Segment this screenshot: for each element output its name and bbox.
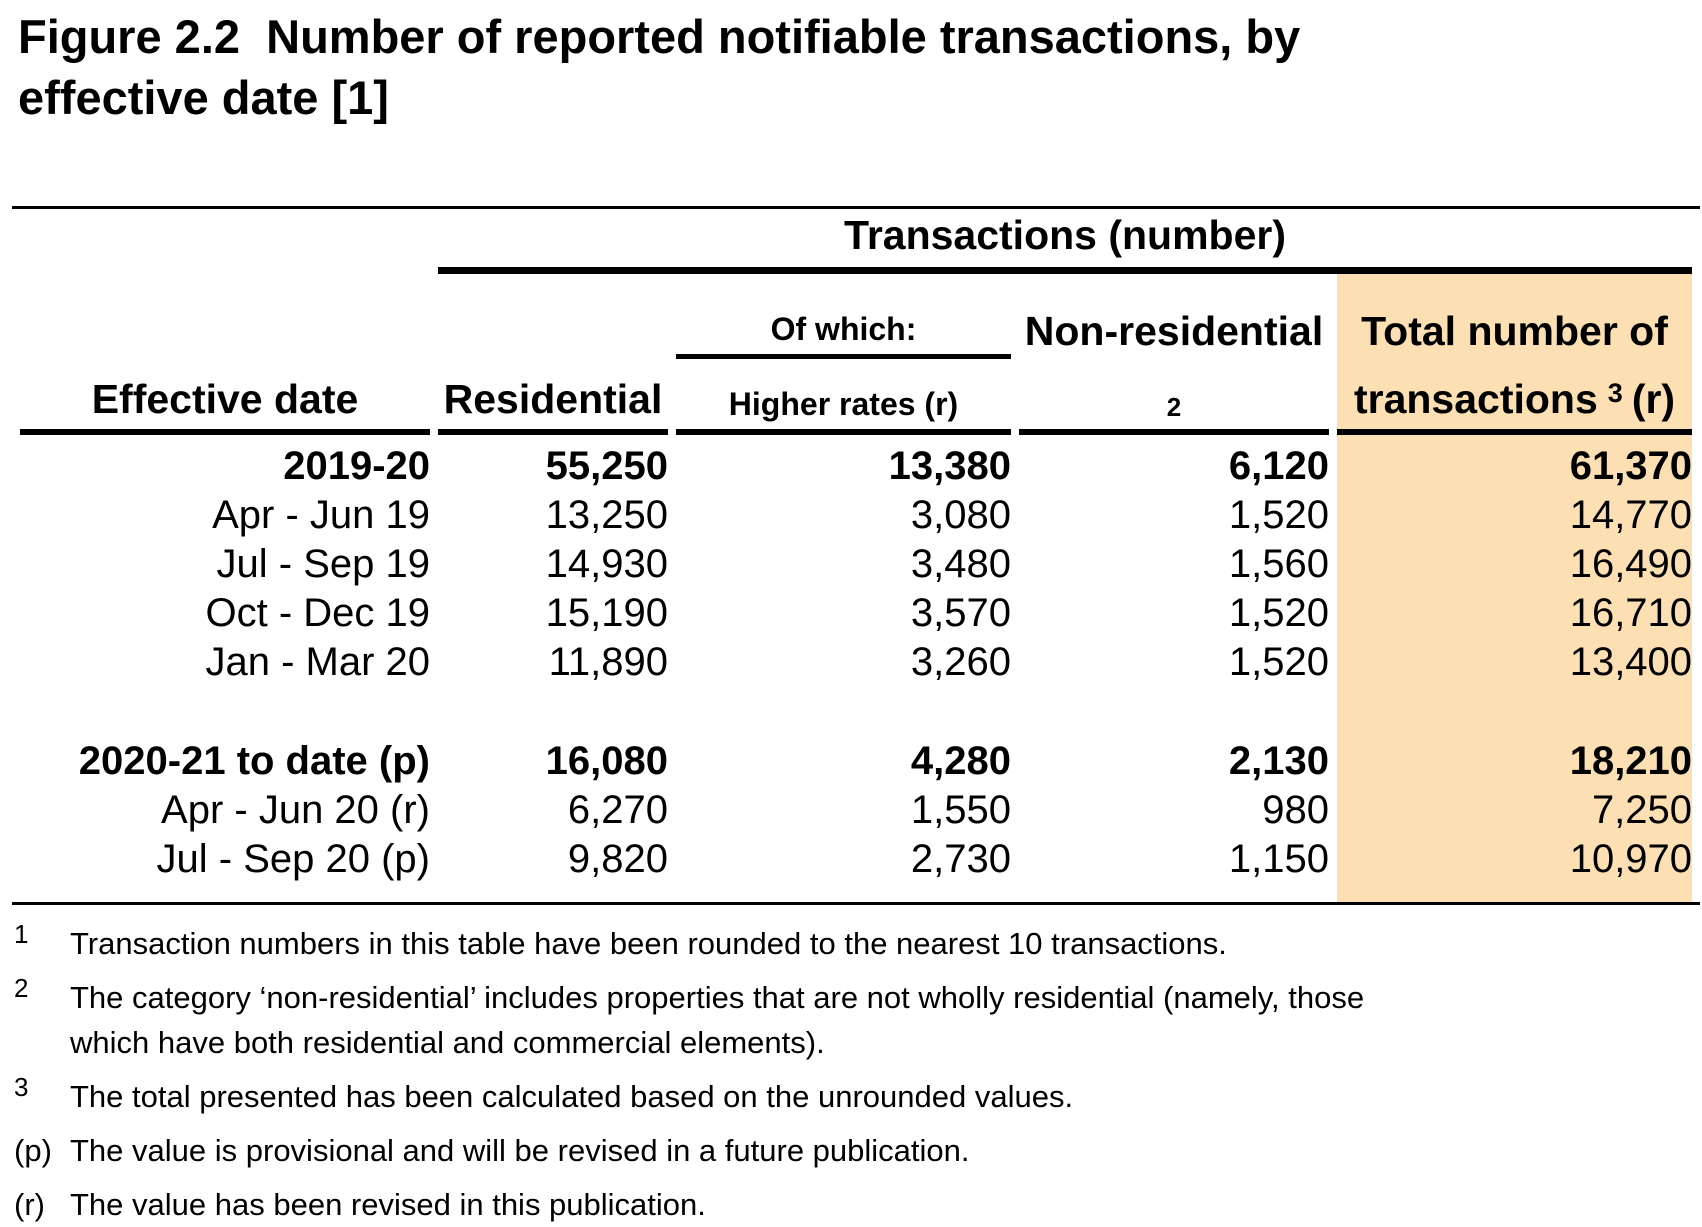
footnote-marker: 1	[14, 919, 29, 949]
footnote-1: 1 Transaction numbers in this table have…	[14, 919, 1484, 966]
table-row: 2019-20 55,250 13,380 6,120 61,370	[20, 435, 1693, 491]
cell-higher-rates: 13,380	[888, 444, 1011, 488]
footnotes: 1 Transaction numbers in this table have…	[14, 919, 1484, 1227]
cell-effective-date: 2020-21 to date (p)	[78, 739, 430, 783]
col-header-non-residential-footnote-2: 2	[1019, 359, 1329, 435]
cell-non-residential: 1,560	[1228, 542, 1329, 586]
cell-non-residential: 1,520	[1228, 493, 1329, 537]
footnote-text: The value has been revised in this publi…	[70, 1187, 706, 1222]
footnote-marker: 2	[14, 973, 29, 1003]
cell-effective-date: Jan - Mar 20	[205, 640, 430, 684]
lower-header-row: Effective date Residential Higher rates …	[20, 359, 1693, 435]
footnote-text: The value is provisional and will be rev…	[70, 1133, 970, 1168]
cell-effective-date: Jul - Sep 20 (p)	[156, 837, 430, 881]
total-header-footnote-3: 3	[1607, 378, 1623, 408]
footnote-r: (r) The value has been revised in this p…	[14, 1182, 1484, 1227]
upper-header-empty-1	[20, 274, 430, 359]
cell-non-residential: 2,130	[1228, 739, 1329, 783]
footnote-2: 2 The category ‘non-residential’ include…	[14, 973, 1484, 1065]
cell-higher-rates: 4,280	[910, 739, 1011, 783]
col-header-residential: Residential	[438, 359, 668, 435]
cell-total: 10,970	[1337, 835, 1693, 902]
footnote-marker: (r)	[14, 1187, 45, 1222]
table-row: Jan - Mar 20 11,890 3,260 1,520 13,400	[20, 638, 1693, 687]
cell-effective-date: Oct - Dec 19	[205, 591, 430, 635]
col-header-non-residential: Non-residential	[1024, 308, 1324, 354]
col-header-of-which: Of which:	[676, 274, 1011, 359]
col-header-higher-rates: Higher rates (r)	[676, 359, 1011, 435]
cell-higher-rates: 3,480	[910, 542, 1011, 586]
footnote-3: 3 The total presented has been calculate…	[14, 1072, 1484, 1119]
cell-non-residential: 980	[1262, 788, 1329, 832]
cell-residential: 11,890	[548, 640, 668, 684]
cell-residential: 13,250	[545, 493, 668, 537]
footnote-marker: 3	[14, 1072, 29, 1102]
table-row: Jul - Sep 19 14,930 3,480 1,560 16,490	[20, 540, 1693, 589]
col-header-total-line2: transactions 3 (r)	[1337, 359, 1693, 435]
footnote-p: (p) The value is provisional and will be…	[14, 1128, 1484, 1173]
cell-total: 61,370	[1337, 435, 1693, 491]
table-row: 2020-21 to date (p) 16,080 4,280 2,130 1…	[20, 737, 1693, 786]
cell-effective-date: Apr - Jun 19	[212, 493, 430, 537]
cell-residential: 55,250	[545, 444, 668, 488]
footnote-marker: (p)	[14, 1133, 52, 1168]
cell-residential: 6,270	[567, 788, 668, 832]
cell-higher-rates: 3,080	[910, 493, 1011, 537]
cell-total: 18,210	[1337, 737, 1693, 786]
cell-total: 16,490	[1337, 540, 1693, 589]
table-row: Jul - Sep 20 (p) 9,820 2,730 1,150 10,97…	[20, 835, 1693, 902]
cell-residential: 9,820	[567, 837, 668, 881]
table-row: Apr - Jun 20 (r) 6,270 1,550 980 7,250	[20, 786, 1693, 835]
cell-non-residential: 1,150	[1228, 837, 1329, 881]
cell-residential: 16,080	[545, 739, 668, 783]
cell-effective-date: 2019-20	[283, 444, 430, 488]
cell-non-residential: 6,120	[1228, 444, 1329, 488]
cell-non-residential: 1,520	[1228, 640, 1329, 684]
footnote-text: The category ‘non-residential’ includes …	[70, 980, 1365, 1060]
cell-total: 14,770	[1337, 491, 1693, 540]
group-header-transactions-number: Transactions (number)	[438, 209, 1693, 274]
cell-higher-rates: 1,550	[910, 788, 1011, 832]
cell-total: 7,250	[1337, 786, 1693, 835]
cell-non-residential: 1,520	[1228, 591, 1329, 635]
col-header-effective-date: Effective date	[20, 359, 430, 435]
total-header-text: transactions	[1353, 376, 1598, 422]
footnote-text: Transaction numbers in this table have b…	[70, 926, 1227, 961]
upper-header-empty-2	[438, 274, 668, 359]
cell-effective-date: Apr - Jun 20 (r)	[161, 788, 430, 832]
col-header-total-line1: Total number of	[1337, 274, 1693, 359]
cell-higher-rates: 2,730	[910, 837, 1011, 881]
spacer-row	[20, 687, 1693, 737]
group-header-row: Transactions (number)	[20, 209, 1693, 274]
upper-header-row: Of which: Non-residential Total number o…	[20, 274, 1693, 359]
cell-effective-date: Jul - Sep 19	[216, 542, 430, 586]
figure-title: Figure 2.2 Number of reported notifiable…	[18, 10, 1314, 124]
cell-higher-rates: 3,260	[910, 640, 1011, 684]
cell-residential: 15,190	[545, 591, 668, 635]
cell-total: 16,710	[1337, 589, 1693, 638]
total-header-revised-flag: (r)	[1631, 376, 1676, 422]
cell-total: 13,400	[1337, 638, 1693, 687]
table-row: Oct - Dec 19 15,190 3,570 1,520 16,710	[20, 589, 1693, 638]
cell-residential: 14,930	[545, 542, 668, 586]
table-row: Apr - Jun 19 13,250 3,080 1,520 14,770	[20, 491, 1693, 540]
group-header-spacer	[20, 209, 430, 274]
footnote-text: The total presented has been calculated …	[70, 1079, 1074, 1114]
transactions-table: Transactions (number) Of which: Non-resi…	[12, 206, 1701, 905]
cell-higher-rates: 3,570	[910, 591, 1011, 635]
